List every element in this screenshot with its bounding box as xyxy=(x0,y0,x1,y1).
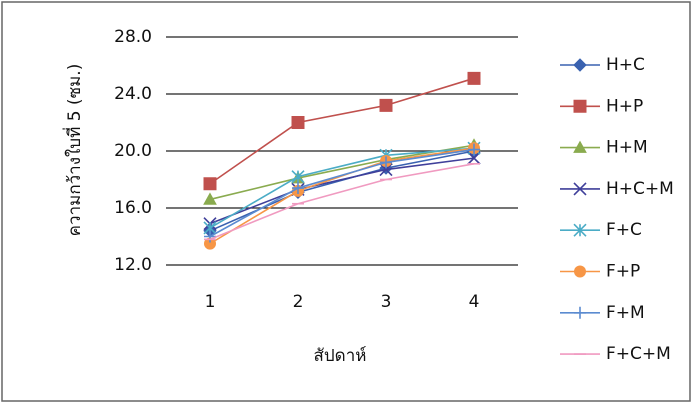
y-axis-title: ความกว้างใบที่ 5 (ซม.) xyxy=(62,64,85,237)
data-point xyxy=(204,230,216,243)
series-line xyxy=(209,157,475,225)
data-point xyxy=(292,182,304,195)
y-tick-label: 28.0 xyxy=(114,27,152,47)
x-tick-label: 4 xyxy=(469,292,480,312)
series-line xyxy=(209,77,475,185)
data-point xyxy=(291,170,305,184)
legend-label: F+C+M xyxy=(606,344,671,364)
series-line xyxy=(209,163,475,241)
legend-marker xyxy=(574,306,586,319)
data-point xyxy=(468,143,480,156)
legend-marker xyxy=(573,99,587,113)
data-point xyxy=(380,156,392,169)
legend-label: F+M xyxy=(606,303,645,323)
series-line xyxy=(209,148,475,238)
x-tick-label: 2 xyxy=(293,292,304,312)
x-axis-title: สัปดาห์ xyxy=(314,346,367,366)
data-point xyxy=(379,162,393,177)
legend-label: H+P xyxy=(606,96,643,116)
legend-marker xyxy=(574,265,586,278)
legend-label: H+M xyxy=(606,138,648,158)
x-tick-label: 3 xyxy=(381,292,392,312)
y-tick-label: 24.0 xyxy=(114,84,152,104)
data-point xyxy=(467,71,481,85)
legend-marker xyxy=(573,58,587,72)
legend-marker xyxy=(573,140,587,153)
y-tick-label: 20.0 xyxy=(114,141,152,161)
legend-label: F+C xyxy=(606,220,642,240)
data-point xyxy=(467,151,481,165)
y-tick-label: 16.0 xyxy=(114,198,152,218)
legend-label: H+C+M xyxy=(606,179,674,199)
series-line xyxy=(209,147,475,229)
data-point xyxy=(291,116,305,129)
data-point xyxy=(204,237,216,250)
legend-marker xyxy=(573,182,587,196)
legend-label: F+P xyxy=(606,262,640,282)
legend-label: H+C xyxy=(606,55,645,75)
data-point xyxy=(203,177,217,191)
y-tick-label: 12.0 xyxy=(114,255,152,275)
data-point xyxy=(379,98,393,112)
x-tick-label: 1 xyxy=(205,292,216,312)
data-point xyxy=(203,192,217,205)
legend-marker xyxy=(573,223,587,237)
